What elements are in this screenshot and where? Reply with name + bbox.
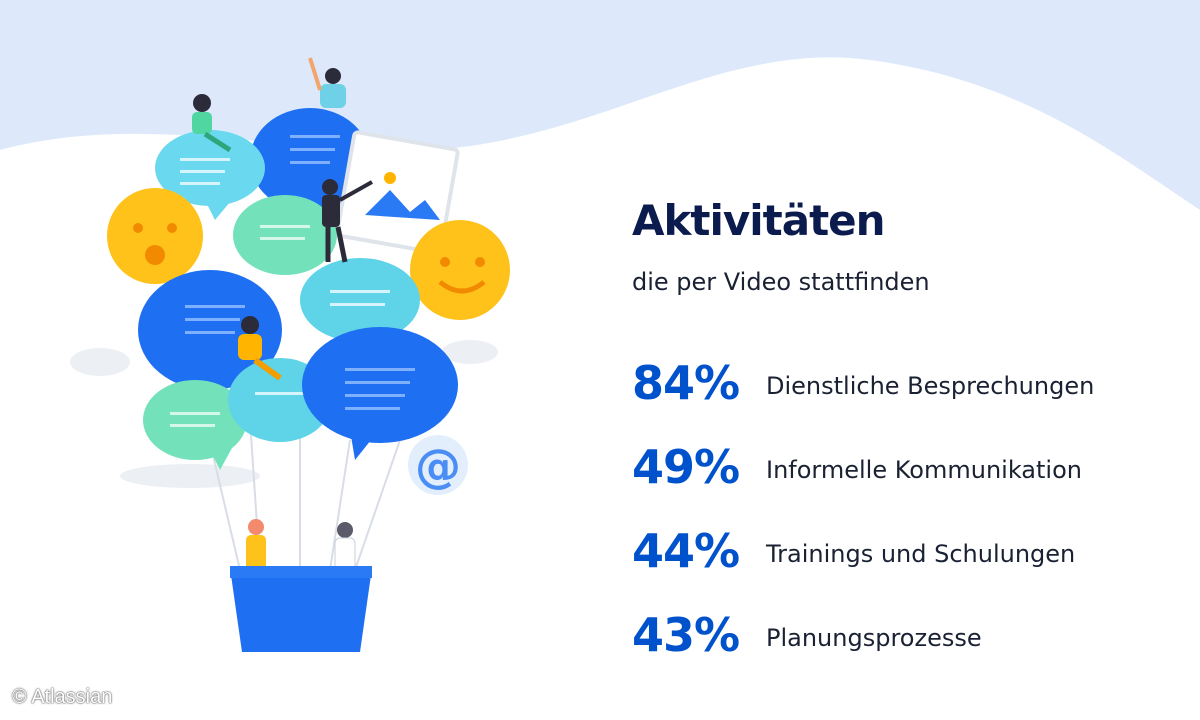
stat-row: 44% Trainings und Schulungen — [632, 524, 1192, 584]
picture-frame-icon — [335, 130, 460, 255]
stat-label: Dienstliche Besprechungen — [766, 372, 1095, 400]
balloon-strings — [199, 399, 401, 571]
surprised-emoji-icon — [107, 188, 203, 284]
svg-text:@: @ — [415, 439, 461, 493]
person-painting-icon — [322, 179, 373, 263]
stat-label: Informelle Kommunikation — [766, 456, 1082, 484]
stat-percentage: 44% — [632, 524, 740, 578]
basket-icon — [230, 566, 372, 652]
speech-bubble-icon — [143, 380, 247, 470]
stat-percentage: 84% — [632, 356, 740, 410]
speech-bubble-icon — [233, 195, 337, 275]
speech-bubble-icon — [302, 327, 458, 460]
title: Aktivitäten — [632, 196, 886, 245]
balloon-illustration: @ — [70, 57, 510, 652]
copyright-credit: © Atlassian — [12, 686, 113, 708]
cloud-icon — [70, 340, 498, 488]
stat-percentage: 43% — [632, 608, 740, 662]
smiling-emoji-icon — [410, 220, 510, 320]
stat-percentage: 49% — [632, 440, 740, 494]
stat-row: 84% Dienstliche Besprechungen — [632, 356, 1192, 416]
stat-label: Trainings und Schulungen — [766, 540, 1076, 568]
person-waving-icon — [308, 57, 346, 108]
stat-row: 43% Planungsprozesse — [632, 608, 1192, 668]
speech-bubble-icon — [300, 258, 420, 342]
person-sitting-icon — [192, 94, 232, 153]
at-sign-icon: @ — [408, 435, 468, 495]
subtitle: die per Video stattfinden — [632, 268, 930, 296]
stat-label: Planungsprozesse — [766, 624, 982, 652]
person-reading-icon — [238, 316, 282, 381]
stat-row: 49% Informelle Kommunikation — [632, 440, 1192, 500]
speech-bubble-icon — [155, 130, 265, 220]
person-in-basket-icon — [246, 519, 266, 575]
